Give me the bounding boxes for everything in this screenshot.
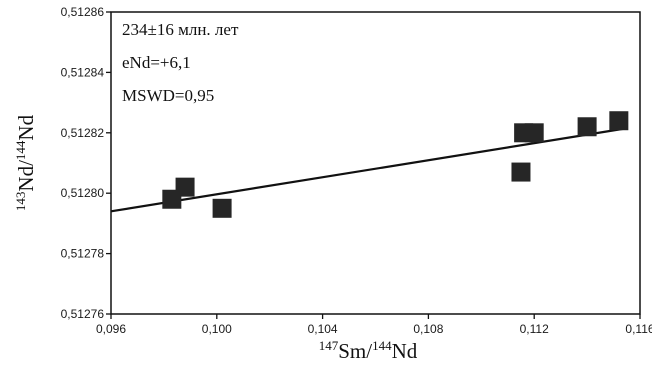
data-point <box>212 198 232 218</box>
x-tick-label: 0,100 <box>202 322 232 336</box>
x-axis-ticks: 0,096 0,100 0,104 0,108 0,112 0,116 <box>96 314 652 336</box>
x-tick-label: 0,116 <box>625 322 652 336</box>
annotation-mswd: MSWD=0,95 <box>122 86 214 105</box>
data-point <box>609 111 629 131</box>
annotation-end: eNd=+6,1 <box>122 53 191 72</box>
data-points <box>162 111 629 218</box>
y-tick-label: 0,51278 <box>61 247 105 261</box>
annotation-age: 234±16 млн. лет <box>122 20 239 39</box>
y-axis-title: 143Nd/144Nd <box>13 114 38 211</box>
data-point <box>511 162 531 182</box>
x-tick-label: 0,112 <box>520 322 549 336</box>
x-tick-label: 0,108 <box>413 322 443 336</box>
x-tick-label: 0,096 <box>96 322 126 336</box>
y-tick-label: 0,51284 <box>61 65 105 79</box>
data-point <box>577 117 597 137</box>
plot-frame <box>110 11 641 315</box>
x-tick-label: 0,104 <box>308 322 338 336</box>
x-axis-title: 147Sm/144Nd <box>319 338 418 363</box>
y-axis-ticks: 0,51276 0,51278 0,51280 0,51282 0,51284 0,512… <box>61 5 111 321</box>
y-tick-label: 0,51282 <box>61 126 105 140</box>
y-tick-label: 0,51276 <box>61 307 105 321</box>
data-point <box>175 177 195 197</box>
y-tick-label: 0,51286 <box>61 5 105 19</box>
data-point <box>524 123 544 143</box>
isochron-line <box>110 127 627 213</box>
y-tick-label: 0,51280 <box>61 186 105 200</box>
